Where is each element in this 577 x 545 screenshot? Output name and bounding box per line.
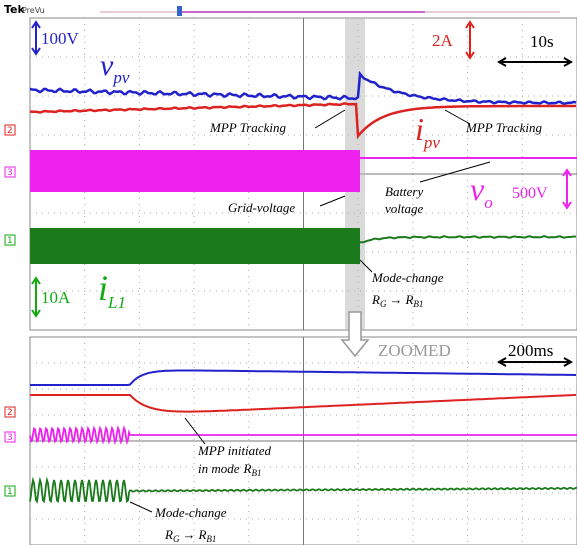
line: Battery [385,184,423,199]
annotation: Grid-voltage [228,200,295,215]
vo-scale: 500V [512,185,548,202]
time-scale: 10s [530,32,554,51]
trace-il1-band [30,228,360,264]
r: R [371,292,380,307]
arrow: → [389,292,402,307]
subscript: pv [423,133,441,152]
mode: PreVu [22,6,45,15]
subscript: B1 [206,534,216,544]
subscript: o [484,193,493,212]
annotation: MPP Tracking [209,120,286,135]
ipv-scale: 2A [432,31,454,50]
annotation: MPP Tracking [465,120,542,135]
subscript: B1 [413,299,423,309]
ch-label: 3 [7,168,13,178]
ch-label: 3 [7,433,13,443]
symbol: v [470,171,485,207]
line: MPP initiated [197,443,272,458]
arrow: → [182,527,195,542]
r: R [243,461,252,476]
symbol: i [98,268,108,308]
ch-label: 1 [7,487,13,497]
symbol: v [100,49,114,82]
vpv-scale: 100V [41,29,80,48]
il1-scale: 10A [41,288,71,307]
zoom-label: ZOOMED [378,341,451,360]
time-scale: 200ms [508,341,553,360]
subscript: L1 [107,293,126,312]
subscript: G [173,534,180,544]
annotation: Mode-change [371,270,444,285]
line: in mode [198,461,240,476]
annotation: Mode-change [154,505,227,520]
subscript: B1 [251,468,261,478]
background [0,0,577,545]
subscript: pv [112,68,130,87]
ch-label: 2 [7,126,13,136]
symbol: i [415,111,424,147]
trigger-marker [177,6,182,16]
r: R [164,527,173,542]
ch-label: 1 [7,236,13,246]
r: R [197,527,206,542]
trace-vo-band [30,150,360,192]
ch-label: 2 [7,408,13,418]
scope-screenshot: Tek PreVu 2 3 1 2 3 1 100V vpv 2A 10s MP… [0,0,577,545]
r: R [404,292,413,307]
line: voltage [385,201,423,216]
subscript: G [380,299,387,309]
